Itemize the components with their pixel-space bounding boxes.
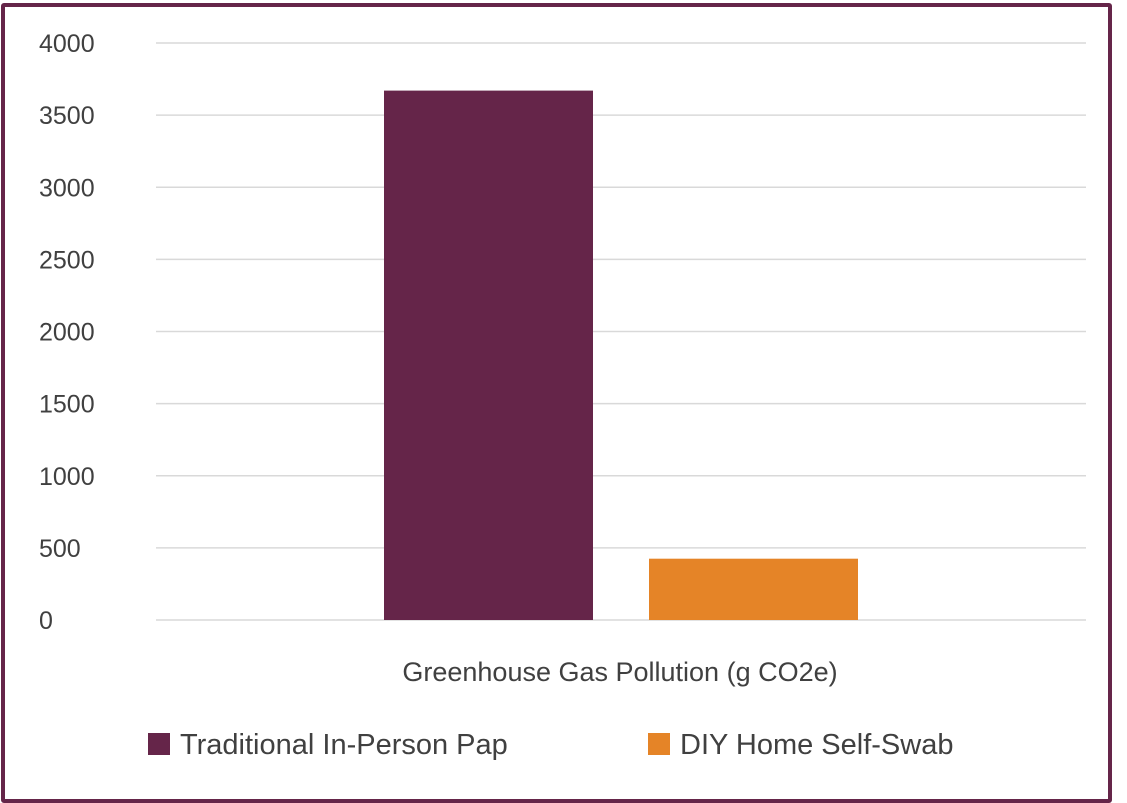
legend-swatch: [148, 733, 170, 755]
bar-traditional-in-person-pap: [384, 90, 593, 621]
y-tick-label: 3000: [39, 174, 95, 202]
bar-diy-home-self-swab: [649, 558, 858, 620]
y-tick-label: 3500: [39, 102, 95, 130]
category-label: Greenhouse Gas Pollution (g CO2e): [402, 657, 837, 687]
bar-chart: 0 500 1000 1500 2000 2500 3000 3500 4000 Greenho…: [39, 30, 1086, 761]
y-tick-label: 2000: [39, 319, 95, 347]
legend-swatch: [648, 733, 670, 755]
y-tick-label: 4000: [39, 30, 95, 58]
y-tick-label: 500: [39, 535, 81, 563]
y-axis-ticks: 0 500 1000 1500 2000 2500 3000 3500 4000: [39, 30, 95, 635]
legend-label: DIY Home Self-Swab: [680, 729, 953, 761]
legend-label: Traditional In-Person Pap: [180, 729, 508, 761]
y-tick-label: 1500: [39, 391, 95, 419]
y-tick-label: 1000: [39, 463, 95, 491]
legend: Traditional In-Person Pap DIY Home Self-S…: [148, 729, 953, 761]
bars: [384, 90, 858, 621]
gridlines: [156, 42, 1086, 621]
y-tick-label: 2500: [39, 246, 95, 274]
y-tick-label: 0: [39, 607, 53, 635]
